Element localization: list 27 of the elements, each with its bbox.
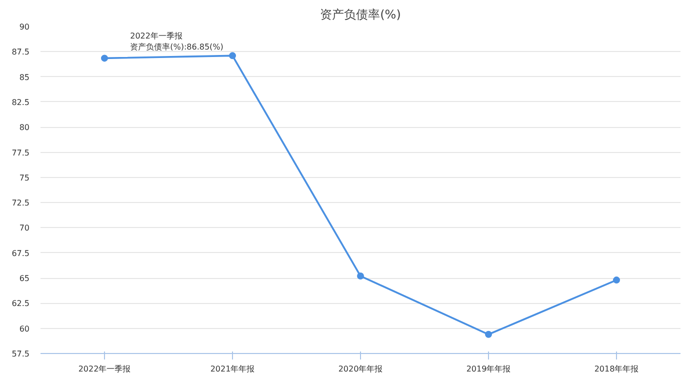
point bbox=[101, 54, 108, 62]
y-tick-label: 67.5 bbox=[12, 248, 30, 258]
y-tick-label: 60 bbox=[19, 324, 30, 334]
y-tick-label: 82.5 bbox=[12, 98, 30, 107]
y-tick-label: 70 bbox=[19, 224, 30, 233]
y-tick-label: 75 bbox=[19, 173, 30, 182]
y-tick-label: 90 bbox=[19, 22, 30, 32]
y-tick-label: 85 bbox=[19, 72, 30, 82]
y-tick-label: 77.5 bbox=[12, 148, 30, 158]
y-tick-label: 80 bbox=[19, 123, 30, 132]
point bbox=[229, 52, 236, 60]
y-tick-label: 87.5 bbox=[12, 48, 30, 57]
y-tick-label: 62.5 bbox=[12, 299, 30, 308]
point bbox=[357, 272, 364, 280]
chart-title: 资产负债率(%) bbox=[320, 8, 401, 22]
x-tick-label: 2018年年报 bbox=[594, 364, 639, 374]
x-tick-label: 2020年年报 bbox=[338, 364, 383, 374]
annotation: 资产负债率(%):86.85(%) bbox=[130, 42, 224, 52]
x-tick-label: 2019年年报 bbox=[466, 364, 511, 374]
y-tick-label: 65 bbox=[19, 274, 30, 284]
point bbox=[485, 330, 492, 338]
x-tick-label: 2021年年报 bbox=[210, 364, 255, 374]
y-tick-label: 57.5 bbox=[12, 350, 30, 358]
point bbox=[613, 276, 620, 284]
annotation: 2022年一季报 bbox=[130, 32, 182, 40]
y-tick-label: 72.5 bbox=[12, 198, 30, 208]
x-tick-label: 2022年一季报 bbox=[78, 364, 131, 374]
